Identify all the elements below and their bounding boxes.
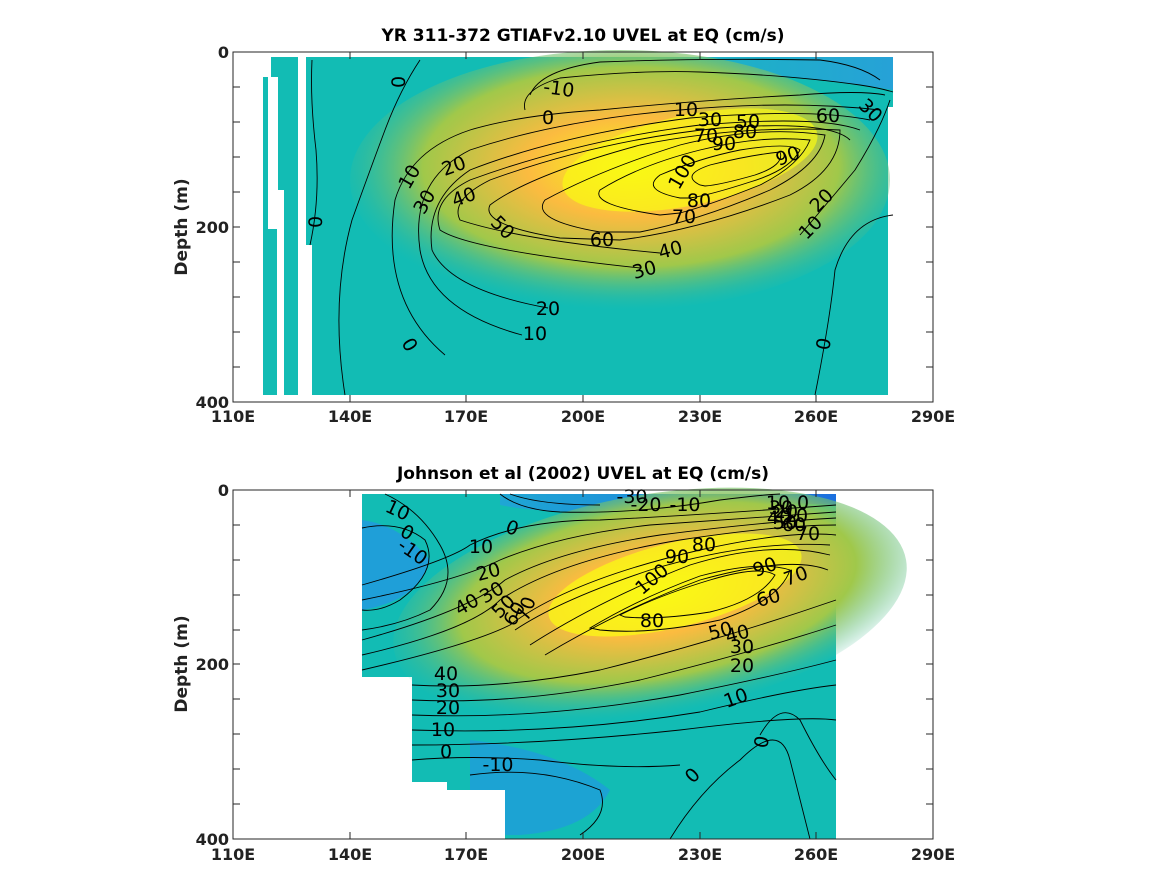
clab: 0 bbox=[812, 336, 836, 352]
clab: 20 bbox=[774, 501, 798, 523]
clab: 80 bbox=[687, 190, 711, 212]
clab: -20 bbox=[630, 494, 661, 516]
clab: 10 bbox=[469, 536, 493, 558]
clab: 50 bbox=[773, 512, 797, 534]
y-tick-label: 200 bbox=[196, 655, 229, 674]
clab: 60 bbox=[782, 514, 806, 536]
clab: 0 bbox=[750, 734, 774, 750]
y-tick-label: 400 bbox=[196, 830, 229, 849]
x-tick-label: 230E bbox=[678, 845, 722, 864]
bottom-ticks bbox=[233, 490, 933, 839]
top-x-tick-labels: 110E 140E 170E 200E 230E 260E 290E bbox=[211, 407, 955, 426]
clab: 80 bbox=[733, 121, 757, 143]
clab: -30 bbox=[616, 486, 647, 508]
clab: 20 bbox=[730, 655, 754, 677]
top-contours bbox=[309, 58, 894, 396]
clab: 0 bbox=[305, 216, 327, 228]
clab: 10 bbox=[784, 505, 808, 527]
bottom-heatmap bbox=[362, 487, 907, 839]
clab: 70 bbox=[694, 125, 718, 147]
x-tick-label: 290E bbox=[911, 845, 955, 864]
x-tick-label: 290E bbox=[911, 407, 955, 426]
clab: 90 bbox=[665, 546, 689, 568]
top-ticks bbox=[233, 52, 933, 402]
clab: 0 bbox=[440, 741, 452, 763]
clab: 10 bbox=[766, 492, 790, 514]
clab: 60 bbox=[816, 105, 840, 127]
bottom-contour-labels: -30 -20 -10 10 0 -10 0 10 20 30 40 50 60… bbox=[382, 486, 820, 788]
x-tick-label: 110E bbox=[211, 407, 255, 426]
top-y-tick-labels: 0 200 400 bbox=[196, 43, 229, 412]
clab: 60 bbox=[590, 229, 614, 251]
clab: 30 bbox=[698, 109, 722, 131]
clab: 20 bbox=[536, 298, 560, 320]
clab: 20 bbox=[436, 697, 460, 719]
x-tick-label: 170E bbox=[444, 845, 488, 864]
clab: -10 bbox=[542, 76, 576, 102]
clab: 10 bbox=[674, 99, 698, 121]
clab: 30 bbox=[769, 497, 793, 519]
x-tick-label: 200E bbox=[561, 845, 605, 864]
y-tick-label: 0 bbox=[218, 481, 229, 500]
clab: 30 bbox=[730, 636, 754, 658]
clab: 30 bbox=[436, 680, 460, 702]
clab: 50 bbox=[736, 111, 760, 133]
bottom-panel: Johnson et al (2002) UVEL at EQ (cm/s) bbox=[172, 464, 955, 864]
clab: 80 bbox=[692, 534, 716, 556]
x-tick-label: 260E bbox=[794, 845, 838, 864]
top-y-axis-label: Depth (m) bbox=[172, 178, 192, 275]
clab: 70 bbox=[672, 206, 696, 228]
clab: 40 bbox=[767, 507, 791, 529]
bottom-y-axis-label: Depth (m) bbox=[172, 615, 192, 712]
clab: 90 bbox=[712, 133, 736, 155]
bottom-contours bbox=[361, 493, 837, 840]
clab: 0 bbox=[388, 76, 410, 88]
x-tick-label: 140E bbox=[328, 407, 372, 426]
x-tick-label: 230E bbox=[678, 407, 722, 426]
bottom-title: Johnson et al (2002) UVEL at EQ (cm/s) bbox=[396, 464, 769, 484]
y-tick-label: 200 bbox=[196, 218, 229, 237]
x-tick-label: 140E bbox=[328, 845, 372, 864]
clab: 80 bbox=[640, 610, 664, 632]
top-title: YR 311-372 GTIAFv2.10 UVEL at EQ (cm/s) bbox=[380, 26, 784, 46]
clab: 40 bbox=[434, 663, 458, 685]
y-tick-label: 0 bbox=[218, 43, 229, 62]
x-tick-label: 200E bbox=[561, 407, 605, 426]
clab: 10 bbox=[523, 323, 547, 345]
x-tick-label: 170E bbox=[444, 407, 488, 426]
clab: -10 bbox=[669, 494, 700, 516]
x-tick-label: 260E bbox=[794, 407, 838, 426]
clab: 10 bbox=[431, 719, 455, 741]
clab: 0 bbox=[797, 492, 809, 514]
clab: -10 bbox=[482, 754, 513, 776]
bottom-x-tick-labels: 110E 140E 170E 200E 230E 260E 290E bbox=[211, 845, 955, 864]
x-tick-label: 110E bbox=[211, 845, 255, 864]
bottom-y-tick-labels: 0 200 400 bbox=[196, 481, 229, 849]
top-heatmap bbox=[263, 50, 893, 395]
clab: 0 bbox=[542, 107, 554, 129]
y-tick-label: 400 bbox=[196, 393, 229, 412]
clab: 70 bbox=[796, 523, 820, 545]
top-panel: YR 311-372 GTIAFv2.10 UVEL at EQ (cm/s) bbox=[172, 26, 955, 426]
